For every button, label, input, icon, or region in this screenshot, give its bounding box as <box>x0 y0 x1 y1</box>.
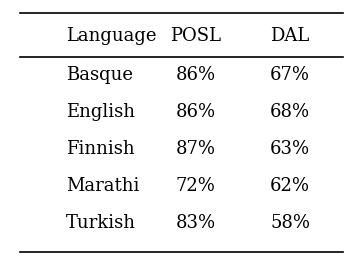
Text: 68%: 68% <box>270 103 310 121</box>
Text: POSL: POSL <box>170 27 221 45</box>
Text: English: English <box>66 103 135 121</box>
Text: 86%: 86% <box>176 66 216 84</box>
Text: 87%: 87% <box>176 140 215 158</box>
Text: 58%: 58% <box>270 214 310 232</box>
Text: 86%: 86% <box>176 103 216 121</box>
Text: Basque: Basque <box>66 66 133 84</box>
Text: Marathi: Marathi <box>66 177 139 195</box>
Text: Language: Language <box>66 27 156 45</box>
Text: 63%: 63% <box>270 140 310 158</box>
Text: DAL: DAL <box>271 27 310 45</box>
Text: 83%: 83% <box>176 214 216 232</box>
Text: 62%: 62% <box>270 177 310 195</box>
Text: 72%: 72% <box>176 177 215 195</box>
Text: 67%: 67% <box>270 66 310 84</box>
Text: Finnish: Finnish <box>66 140 135 158</box>
Text: Turkish: Turkish <box>66 214 136 232</box>
